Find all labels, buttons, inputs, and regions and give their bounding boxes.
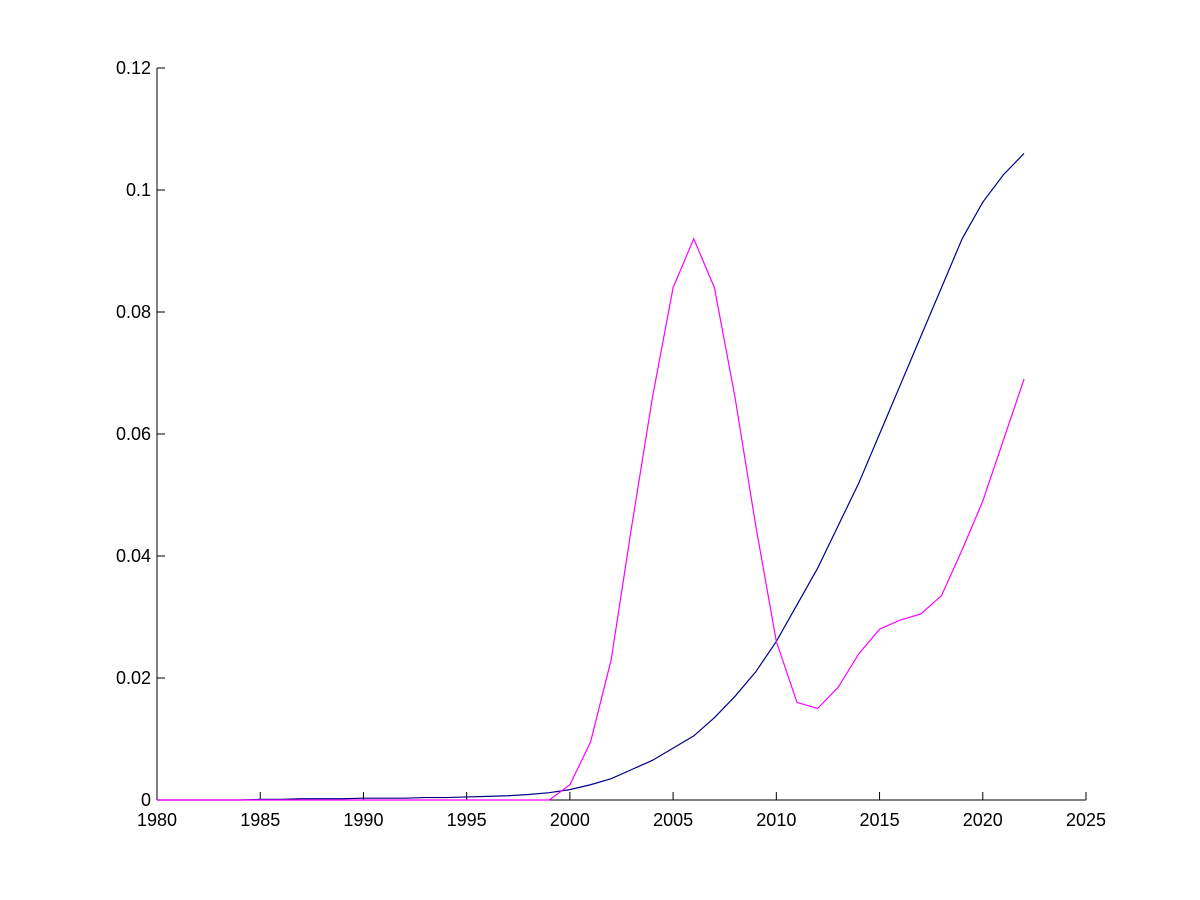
x-tick-label: 2010: [756, 810, 796, 830]
x-tick-label: 1990: [343, 810, 383, 830]
y-tick-label: 0.06: [116, 424, 151, 444]
y-tick-label: 0.12: [116, 58, 151, 78]
x-tick-label: 1980: [137, 810, 177, 830]
y-tick-label: 0.02: [116, 668, 151, 688]
x-tick-label: 2020: [963, 810, 1003, 830]
y-tick-label: 0.08: [116, 302, 151, 322]
y-tick-label: 0: [141, 790, 151, 810]
x-tick-label: 2025: [1066, 810, 1106, 830]
x-tick-label: 2000: [550, 810, 590, 830]
x-tick-label: 1995: [447, 810, 487, 830]
line-series: [157, 237, 1025, 801]
y-tick-label: 0.04: [116, 546, 151, 566]
y-tick-label: 0.1: [126, 180, 151, 200]
x-tick-label: 2005: [653, 810, 693, 830]
x-tick-label: 1985: [240, 810, 280, 830]
x-tick-label: 2015: [860, 810, 900, 830]
line-series: [157, 152, 1025, 801]
